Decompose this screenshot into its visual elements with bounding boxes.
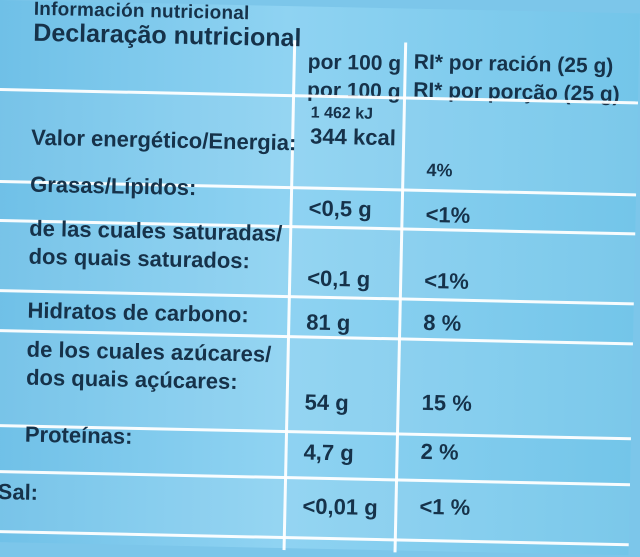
ri-sugars: 15 %	[421, 389, 473, 416]
ri-fat: <1%	[425, 201, 471, 228]
nutrient-name-fat: Grasas/Lípidos:	[30, 171, 197, 202]
value-salt-line-1: <0,01 g	[302, 493, 378, 521]
nutrient-name-saturates: de las cuales saturadas/ dos quais satur…	[28, 215, 282, 276]
nutrient-name-sugars-line-2: dos quais açúcares:	[25, 364, 238, 395]
value-fat-line-1: <0,5 g	[308, 195, 372, 222]
ri-protein: 2 %	[420, 438, 459, 465]
value-fat: <0,5 g	[308, 195, 372, 224]
ri-energy: 4%	[426, 159, 453, 181]
value-salt: <0,01 g	[302, 492, 378, 522]
nutrient-name-energy: Valor energético/Energia:	[31, 124, 297, 158]
nutrient-name-protein-line-1: Proteínas:	[24, 421, 133, 449]
nutrient-name-energy-line-1: Valor energético/Energia:	[30, 124, 297, 156]
value-protein: 4,7 g	[303, 438, 354, 467]
row-divider-8	[0, 529, 629, 547]
nutrient-name-carbohydrates: Hidratos de carbono:	[27, 297, 249, 330]
ri-saturates: <1%	[423, 267, 470, 294]
value-saturates: <0,1 g	[307, 264, 371, 293]
value-protein-line-1: 4,7 g	[303, 439, 354, 466]
value-carbohydrates-line-1: 81 g	[306, 309, 351, 336]
nutrient-name-protein: Proteínas:	[25, 421, 133, 451]
nutrient-name-salt: Sal:	[0, 478, 38, 507]
ri-carbohydrates: 8 %	[423, 309, 462, 336]
value-energy: 1 462 kJ 344 kcal	[310, 105, 397, 153]
value-sugars: 54 g	[304, 388, 349, 417]
value-energy-line-1: 1 462 kJ	[310, 104, 374, 123]
nutrient-name-fat-line-1: Grasas/Lípidos:	[29, 171, 197, 201]
nutrient-name-saturates-line-2: dos quais saturados:	[28, 243, 251, 274]
value-saturates-line-1: <0,1 g	[306, 265, 371, 292]
row-divider-1	[0, 87, 639, 105]
value-carbohydrates: 81 g	[306, 308, 351, 337]
value-sugars-line-1: 54 g	[304, 389, 349, 416]
value-energy-line-2: 344 kcal	[309, 123, 397, 151]
nutrient-name-salt-line-1: Sal:	[0, 479, 39, 505]
nutrient-name-carbohydrates-line-1: Hidratos de carbono:	[27, 297, 249, 328]
row-divider-7	[0, 469, 631, 487]
ri-salt: <1 %	[419, 493, 471, 520]
nutrient-name-sugars: de los cuales azúcares/ dos quais açúcar…	[26, 336, 272, 397]
